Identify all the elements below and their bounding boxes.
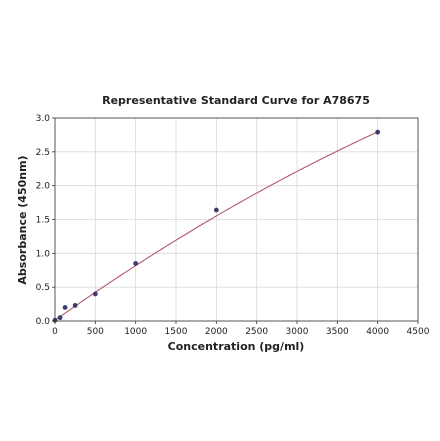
x-tick-label: 2000 (205, 327, 228, 337)
x-tick-label: 4000 (366, 327, 389, 337)
x-tick-label: 0 (52, 327, 58, 337)
y-tick-label: 0.5 (36, 283, 50, 293)
y-axis-label: Absorbance (450nm) (16, 155, 29, 284)
x-tick-label: 3000 (286, 327, 309, 337)
gridlines (54, 117, 419, 322)
x-axis-label: Concentration (pg/ml) (168, 340, 305, 353)
x-tick-label: 3500 (326, 327, 349, 337)
y-tick-label: 0.0 (36, 317, 51, 327)
data-point (57, 315, 63, 321)
x-tick-label: 1000 (124, 327, 147, 337)
y-tick-label: 1.5 (36, 216, 50, 226)
data-point (72, 303, 78, 308)
fit-curve (54, 131, 378, 321)
data-point (133, 261, 139, 266)
chart-title: Representative Standard Curve for A78675 (102, 94, 370, 107)
x-tick-label: 2500 (245, 327, 268, 337)
y-tick-label: 3.0 (36, 114, 51, 124)
x-tick-label: 1500 (165, 327, 188, 337)
data-point (92, 291, 98, 297)
x-tick-label: 4500 (407, 327, 430, 337)
y-axis-ticks: 0.0 0.5 1.0 1.5 2.0 2.5 3.0 (36, 114, 55, 327)
x-tick-label: 500 (87, 327, 104, 337)
y-tick-label: 1.0 (36, 249, 51, 259)
y-tick-label: 2.5 (36, 148, 50, 158)
y-tick-label: 2.0 (36, 182, 51, 192)
x-axis-ticks: 0 500 1000 1500 2000 2500 3000 3500 4000 4500 (52, 321, 430, 337)
data-point (62, 305, 68, 310)
data-point (375, 129, 381, 135)
data-point (213, 207, 219, 213)
